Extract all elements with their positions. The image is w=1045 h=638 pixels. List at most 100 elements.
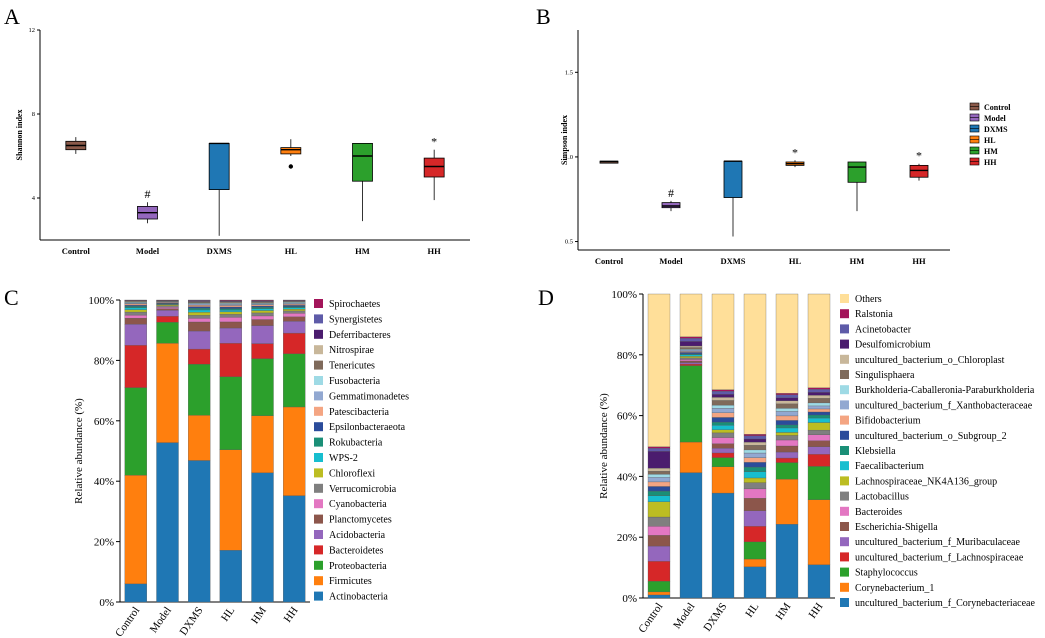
legend-label: uncultured_bacterium_f_Corynebacteriacea… bbox=[855, 598, 1035, 609]
bar-segment bbox=[188, 318, 211, 323]
legend-swatch bbox=[314, 345, 323, 355]
legend-swatch bbox=[840, 598, 849, 607]
bar-segment bbox=[743, 566, 767, 599]
bar-segment bbox=[219, 550, 242, 603]
bar-segment bbox=[647, 581, 671, 593]
bar-segment bbox=[188, 363, 211, 416]
box-hl bbox=[280, 147, 302, 155]
y-tick-label: 0% bbox=[622, 593, 637, 605]
bar-segment bbox=[807, 408, 831, 413]
bar-segment bbox=[775, 432, 799, 436]
legend-swatch bbox=[314, 576, 323, 586]
bar-segment bbox=[807, 422, 831, 431]
bar-segment bbox=[251, 305, 274, 308]
bar-segment bbox=[807, 440, 831, 447]
bar-segment bbox=[775, 427, 799, 433]
x-tick-label: Control bbox=[113, 605, 142, 638]
y-axis-title: Relative abundance (%) bbox=[598, 393, 610, 499]
bar-segment bbox=[283, 332, 306, 354]
legend-swatch bbox=[840, 522, 849, 531]
bar-segment bbox=[219, 321, 242, 329]
panel-label-d: D bbox=[538, 285, 554, 310]
legend-swatch bbox=[840, 370, 849, 379]
y-tick-label: 1.0 bbox=[565, 154, 573, 161]
legend-label: uncultured_bacterium_f_Muribaculaceae bbox=[855, 537, 1020, 548]
legend-swatch bbox=[314, 376, 323, 385]
bar-segment bbox=[647, 477, 671, 483]
x-tick-label: DXMS bbox=[207, 246, 232, 256]
bar-segment bbox=[647, 448, 671, 452]
legend-label: uncultured_bacterium_f_Lachnospiraceae bbox=[855, 552, 1024, 563]
bar-segment bbox=[775, 424, 799, 429]
bar-segment bbox=[647, 495, 671, 502]
legend-swatch bbox=[314, 329, 323, 339]
legend-label: Fusobacteria bbox=[329, 376, 381, 387]
bar-segment bbox=[743, 449, 767, 454]
bar-segment bbox=[156, 322, 179, 344]
bar-segment bbox=[679, 360, 703, 363]
legend-swatch bbox=[314, 514, 323, 524]
legend-label: Proteobacteria bbox=[329, 561, 387, 572]
bar-segment bbox=[124, 314, 147, 319]
bar-segment bbox=[647, 486, 671, 492]
legend-label: Spirochaetes bbox=[329, 299, 380, 310]
bar-segment bbox=[775, 403, 799, 409]
bar-segment bbox=[188, 312, 211, 316]
legend-swatch bbox=[840, 415, 849, 425]
bar-segment bbox=[188, 306, 211, 309]
bar-segment bbox=[251, 343, 274, 359]
legend-label: Bacteroidetes bbox=[329, 545, 384, 556]
bar-segment bbox=[679, 347, 703, 350]
y-tick-label: 20% bbox=[617, 532, 637, 544]
legend-swatch bbox=[840, 552, 849, 562]
legend-swatch bbox=[840, 324, 849, 334]
bar-segment bbox=[124, 387, 147, 476]
bar-segment bbox=[156, 308, 179, 311]
box-hh bbox=[909, 164, 929, 178]
bar-segment bbox=[251, 307, 274, 309]
bar-segment bbox=[711, 437, 735, 444]
x-tick-label: HH bbox=[282, 605, 301, 625]
bar-segment bbox=[711, 293, 735, 390]
bar-segment bbox=[743, 452, 767, 458]
legend-label: Deferribacteres bbox=[329, 330, 391, 341]
legend-label: Bacteroides bbox=[855, 507, 902, 518]
bar-segment bbox=[743, 471, 767, 479]
x-tick-label: HL bbox=[789, 256, 802, 266]
bar-segment bbox=[283, 353, 306, 408]
bar-segment bbox=[743, 462, 767, 468]
legend-label: Actinobacteria bbox=[329, 592, 388, 603]
legend-label: Synergistetes bbox=[329, 314, 382, 325]
bar-segment bbox=[124, 304, 147, 307]
bar-segment bbox=[711, 421, 735, 426]
legend-label: HH bbox=[984, 158, 997, 167]
genus-legend: Others Ralstonia Acinetobacter Desulfomicro… bbox=[840, 294, 1035, 609]
bar-segment bbox=[188, 415, 211, 461]
legend-label: HL bbox=[984, 136, 996, 145]
bar-segment bbox=[251, 299, 274, 301]
bar-segment bbox=[283, 305, 306, 307]
y-tick-label: 4 bbox=[32, 195, 36, 202]
bar-segment bbox=[711, 408, 735, 413]
legend-swatch bbox=[840, 385, 849, 395]
legend-label: Lachnospiraceae_NK4A136_group bbox=[855, 476, 997, 487]
legend-label: Others bbox=[855, 294, 882, 305]
x-tick-label: DXMS bbox=[178, 605, 206, 638]
legend-label: uncultured_bacterium_o_Subgroup_2 bbox=[855, 431, 1007, 442]
bar-segment bbox=[775, 393, 799, 395]
bar-segment bbox=[647, 526, 671, 536]
bar-segment bbox=[807, 446, 831, 455]
x-tick-label: Control bbox=[636, 601, 665, 635]
x-tick-label: HL bbox=[285, 246, 298, 256]
box-hh bbox=[423, 157, 445, 178]
bar-segment bbox=[807, 454, 831, 467]
x-tick-label: Model bbox=[671, 601, 697, 631]
bar-segment bbox=[743, 510, 767, 527]
bar-segment bbox=[156, 316, 179, 323]
legend-swatch bbox=[840, 400, 849, 410]
bar-segment bbox=[188, 315, 211, 319]
y-tick-label: 8 bbox=[32, 111, 35, 118]
bar-segment bbox=[711, 425, 735, 430]
legend-label: Singulisphaera bbox=[855, 370, 915, 381]
bar-segment bbox=[775, 524, 799, 599]
